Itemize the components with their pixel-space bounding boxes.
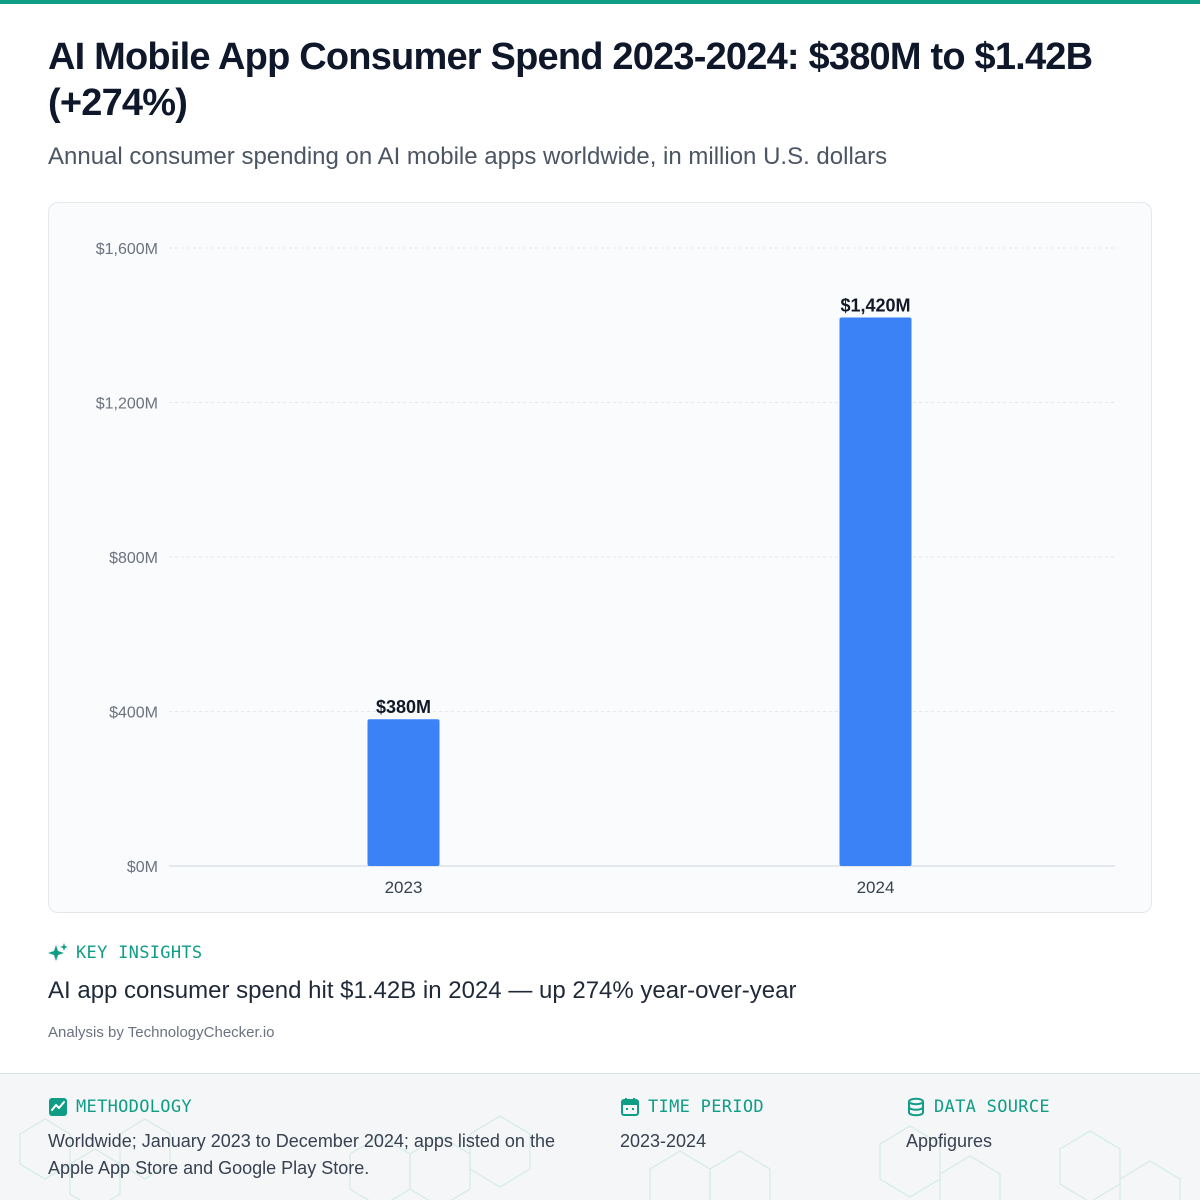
page-subtitle: Annual consumer spending on AI mobile ap…: [48, 143, 888, 170]
hexagon-pattern: [19, 1115, 1181, 1200]
y-tick-label: $800M: [109, 550, 158, 567]
y-tick-label: $1,200M: [96, 396, 158, 413]
bar-2024: [839, 317, 912, 866]
data-label: $380M: [376, 697, 431, 717]
data-source-text: Appfigures: [906, 1131, 993, 1151]
x-tick-label: 2023: [385, 878, 423, 897]
top-accent-bar: [0, 0, 1200, 4]
database-icon: [908, 1097, 924, 1117]
y-tick-label: $1,600M: [96, 241, 158, 258]
key-insights-header: KEY INSIGHTS: [48, 942, 202, 964]
methodology-label: METHODOLOGY: [76, 1097, 192, 1117]
sparkle-icon: [48, 943, 68, 961]
bar-chart: $0M $400M $800M $1,200M $1,600M $380M 2023 $1,4…: [96, 241, 1115, 897]
bar-2023: [367, 719, 440, 866]
y-tick-label: $400M: [109, 705, 158, 722]
x-tick-label: 2024: [857, 878, 895, 897]
calendar-icon: [621, 1098, 639, 1116]
time-period-text: 2023-2024: [620, 1131, 707, 1151]
time-period-section: TIME PERIOD 2023-2024: [620, 1096, 880, 1155]
data-source-section: DATA SOURCE Appfigures: [906, 1096, 1166, 1155]
attribution-text: Analysis by TechnologyChecker.io: [48, 1024, 275, 1041]
data-label: $1,420M: [840, 296, 910, 316]
page-title: AI Mobile App Consumer Spend 2023-2024: …: [48, 36, 1093, 124]
footer-panel: METHODOLOGY Worldwide; January 2023 to D…: [0, 1073, 1200, 1200]
key-insights-label: KEY INSIGHTS: [76, 943, 203, 963]
time-period-label: TIME PERIOD: [648, 1097, 764, 1117]
y-tick-label: $0M: [127, 859, 158, 876]
methodology-section: METHODOLOGY Worldwide; January 2023 to D…: [48, 1096, 588, 1182]
trend-chart-icon: [49, 1098, 67, 1116]
key-insight-text: AI app consumer spend hit $1.42B in 2024…: [48, 977, 797, 1004]
chart-card: $0M $400M $800M $1,200M $1,600M $380M 2023 $1,4…: [48, 202, 1152, 913]
methodology-text: Worldwide; January 2023 to December 2024…: [48, 1131, 555, 1178]
data-source-label: DATA SOURCE: [934, 1097, 1050, 1117]
